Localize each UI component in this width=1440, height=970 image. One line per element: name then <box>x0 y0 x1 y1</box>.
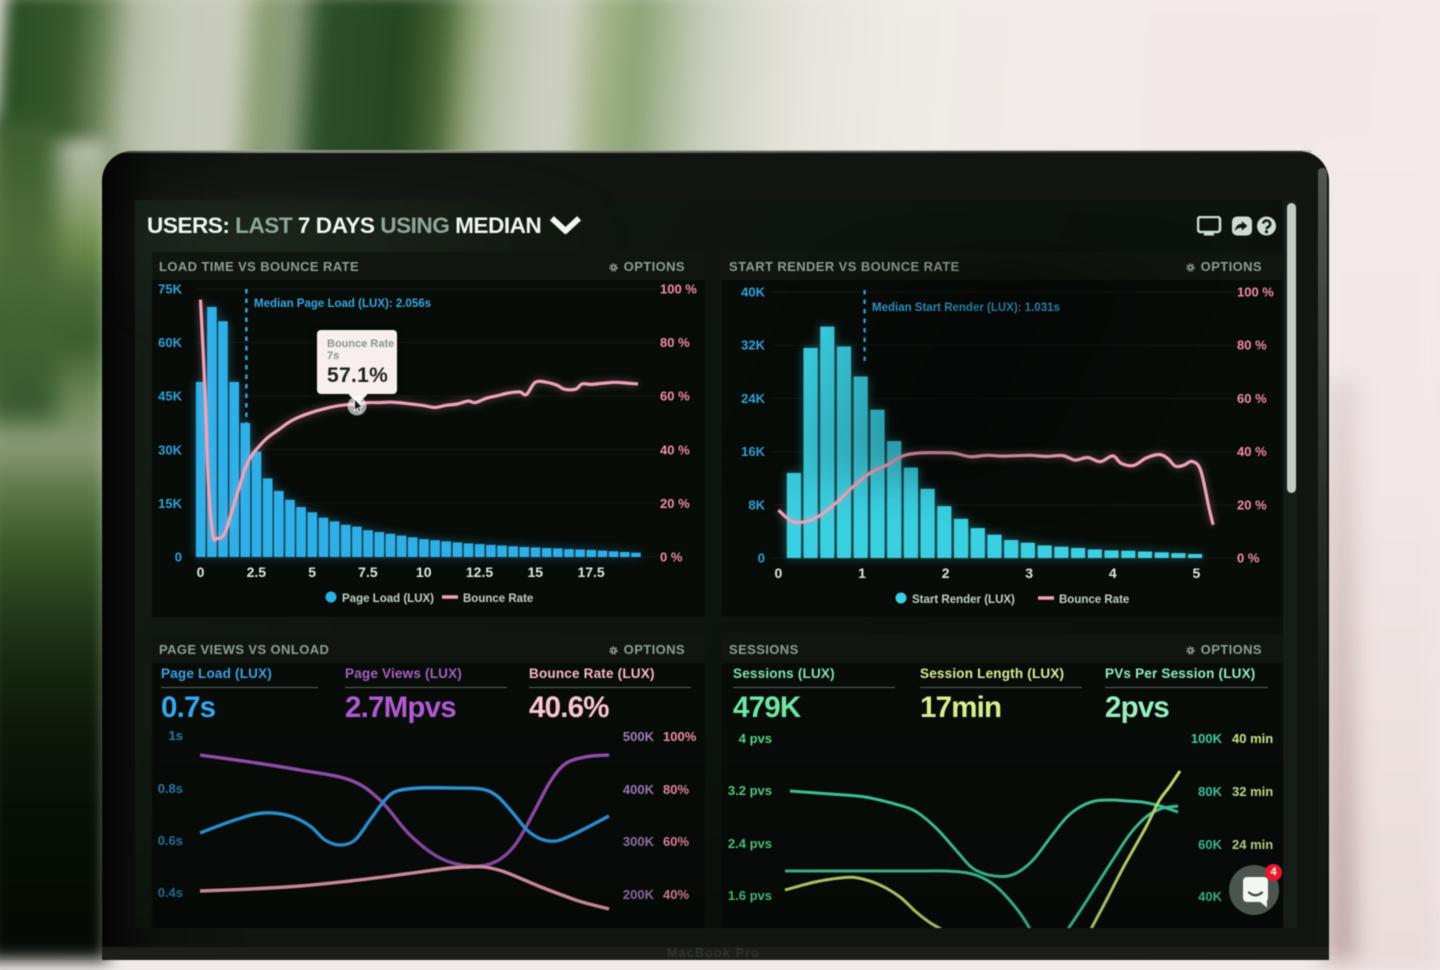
svg-text:80K: 80K <box>1198 784 1222 799</box>
svg-text:3: 3 <box>1025 565 1033 581</box>
svg-text:4: 4 <box>1109 565 1117 581</box>
svg-text:0 %: 0 % <box>1237 551 1260 566</box>
svg-text:45K: 45K <box>158 389 182 404</box>
svg-text:0: 0 <box>758 551 765 566</box>
svg-text:0.8s: 0.8s <box>158 781 183 796</box>
svg-text:100K: 100K <box>1191 731 1223 746</box>
svg-text:24 min: 24 min <box>1232 837 1273 852</box>
svg-text:5: 5 <box>308 564 316 580</box>
svg-text:75K: 75K <box>158 282 182 297</box>
svg-text:40K: 40K <box>1198 889 1222 904</box>
svg-text:40 min: 40 min <box>1232 731 1273 746</box>
svg-text:500K: 500K <box>623 729 655 744</box>
svg-text:80%: 80% <box>663 782 689 797</box>
svg-text:60 %: 60 % <box>660 389 690 404</box>
svg-text:40%: 40% <box>663 887 689 902</box>
svg-text:40 %: 40 % <box>1237 444 1267 459</box>
svg-text:15K: 15K <box>158 496 182 511</box>
svg-text:30K: 30K <box>158 442 182 457</box>
svg-text:32K: 32K <box>741 338 765 353</box>
svg-text:2.4 pvs: 2.4 pvs <box>728 836 772 851</box>
svg-text:0: 0 <box>775 565 783 581</box>
svg-text:60K: 60K <box>1198 837 1222 852</box>
svg-text:0: 0 <box>175 550 182 565</box>
svg-text:60 %: 60 % <box>1237 391 1267 406</box>
svg-text:1s: 1s <box>169 728 183 743</box>
svg-text:200K: 200K <box>623 887 655 902</box>
svg-text:300K: 300K <box>623 834 655 849</box>
svg-text:20 %: 20 % <box>1237 497 1267 512</box>
svg-text:10: 10 <box>416 564 432 580</box>
svg-text:1: 1 <box>858 565 866 581</box>
svg-text:8K: 8K <box>748 497 765 512</box>
svg-text:40 %: 40 % <box>660 442 690 457</box>
svg-text:40K: 40K <box>741 285 765 300</box>
svg-text:100 %: 100 % <box>1237 285 1274 300</box>
svg-text:400K: 400K <box>623 782 655 797</box>
svg-text:2: 2 <box>942 565 950 581</box>
svg-text:15: 15 <box>528 564 544 580</box>
svg-text:20 %: 20 % <box>660 496 690 511</box>
svg-text:24K: 24K <box>741 391 765 406</box>
svg-text:2.5: 2.5 <box>247 564 267 580</box>
svg-text:1.6 pvs: 1.6 pvs <box>728 888 772 903</box>
svg-text:80 %: 80 % <box>660 335 690 350</box>
svg-text:12.5: 12.5 <box>466 564 493 580</box>
svg-text:Median Start Render (LUX): 1.0: Median Start Render (LUX): 1.031s <box>872 302 1060 314</box>
svg-text:17.5: 17.5 <box>577 564 604 580</box>
svg-text:4 pvs: 4 pvs <box>739 731 772 746</box>
svg-text:3.2 pvs: 3.2 pvs <box>728 783 772 798</box>
svg-text:16K: 16K <box>741 444 765 459</box>
svg-text:5: 5 <box>1193 565 1201 581</box>
svg-text:Start Render (LUX): Start Render (LUX) <box>912 594 1015 606</box>
svg-text:100%: 100% <box>663 729 697 744</box>
svg-text:32 min: 32 min <box>1232 784 1273 799</box>
svg-text:80 %: 80 % <box>1237 338 1267 353</box>
svg-text:Bounce Rate: Bounce Rate <box>463 593 533 605</box>
svg-text:0.4s: 0.4s <box>158 885 183 900</box>
svg-text:Page Load (LUX): Page Load (LUX) <box>342 593 434 605</box>
svg-text:Median Page Load (LUX): 2.056s: Median Page Load (LUX): 2.056s <box>254 298 431 310</box>
svg-text:7.5: 7.5 <box>358 564 378 580</box>
svg-text:60K: 60K <box>158 335 182 350</box>
svg-text:60%: 60% <box>663 834 689 849</box>
svg-text:0: 0 <box>197 564 205 580</box>
svg-text:Bounce Rate: Bounce Rate <box>1059 594 1129 606</box>
svg-text:100 %: 100 % <box>660 282 697 297</box>
svg-text:0 %: 0 % <box>660 550 683 565</box>
svg-text:0.6s: 0.6s <box>158 833 183 848</box>
